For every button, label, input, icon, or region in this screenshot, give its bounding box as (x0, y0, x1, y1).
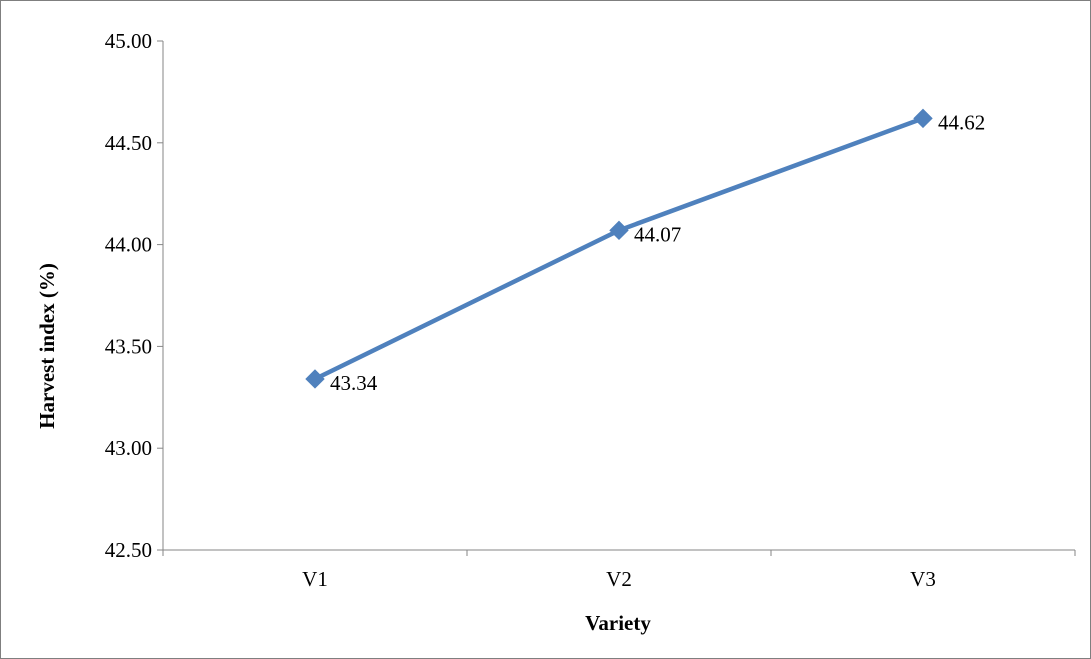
x-axis-title: Variety (585, 611, 651, 635)
x-tick-label: V2 (606, 567, 632, 591)
series-group: 43.34 44.07 44.62 (305, 108, 985, 395)
y-tick-label: 43.50 (105, 334, 152, 358)
y-tick-label: 44.50 (105, 131, 152, 155)
data-label: 44.07 (634, 222, 681, 246)
data-point-marker (913, 108, 933, 129)
data-label: 44.62 (938, 110, 985, 134)
data-label: 43.34 (330, 371, 378, 395)
axes: 42.50 43.00 43.50 44.00 44.50 45.00 V1 V2 V3 (105, 29, 1076, 591)
y-tick-label: 45.00 (105, 29, 152, 53)
y-axis-title: Harvest index (%) (35, 263, 59, 429)
y-tick-label: 42.50 (105, 538, 152, 562)
data-point-marker (305, 369, 325, 389)
y-tick-label: 43.00 (105, 436, 152, 460)
y-tick-label: 44.00 (105, 233, 152, 257)
data-point-marker (609, 220, 629, 241)
x-tick-label: V1 (302, 567, 328, 591)
x-tick-label: V3 (910, 567, 936, 591)
